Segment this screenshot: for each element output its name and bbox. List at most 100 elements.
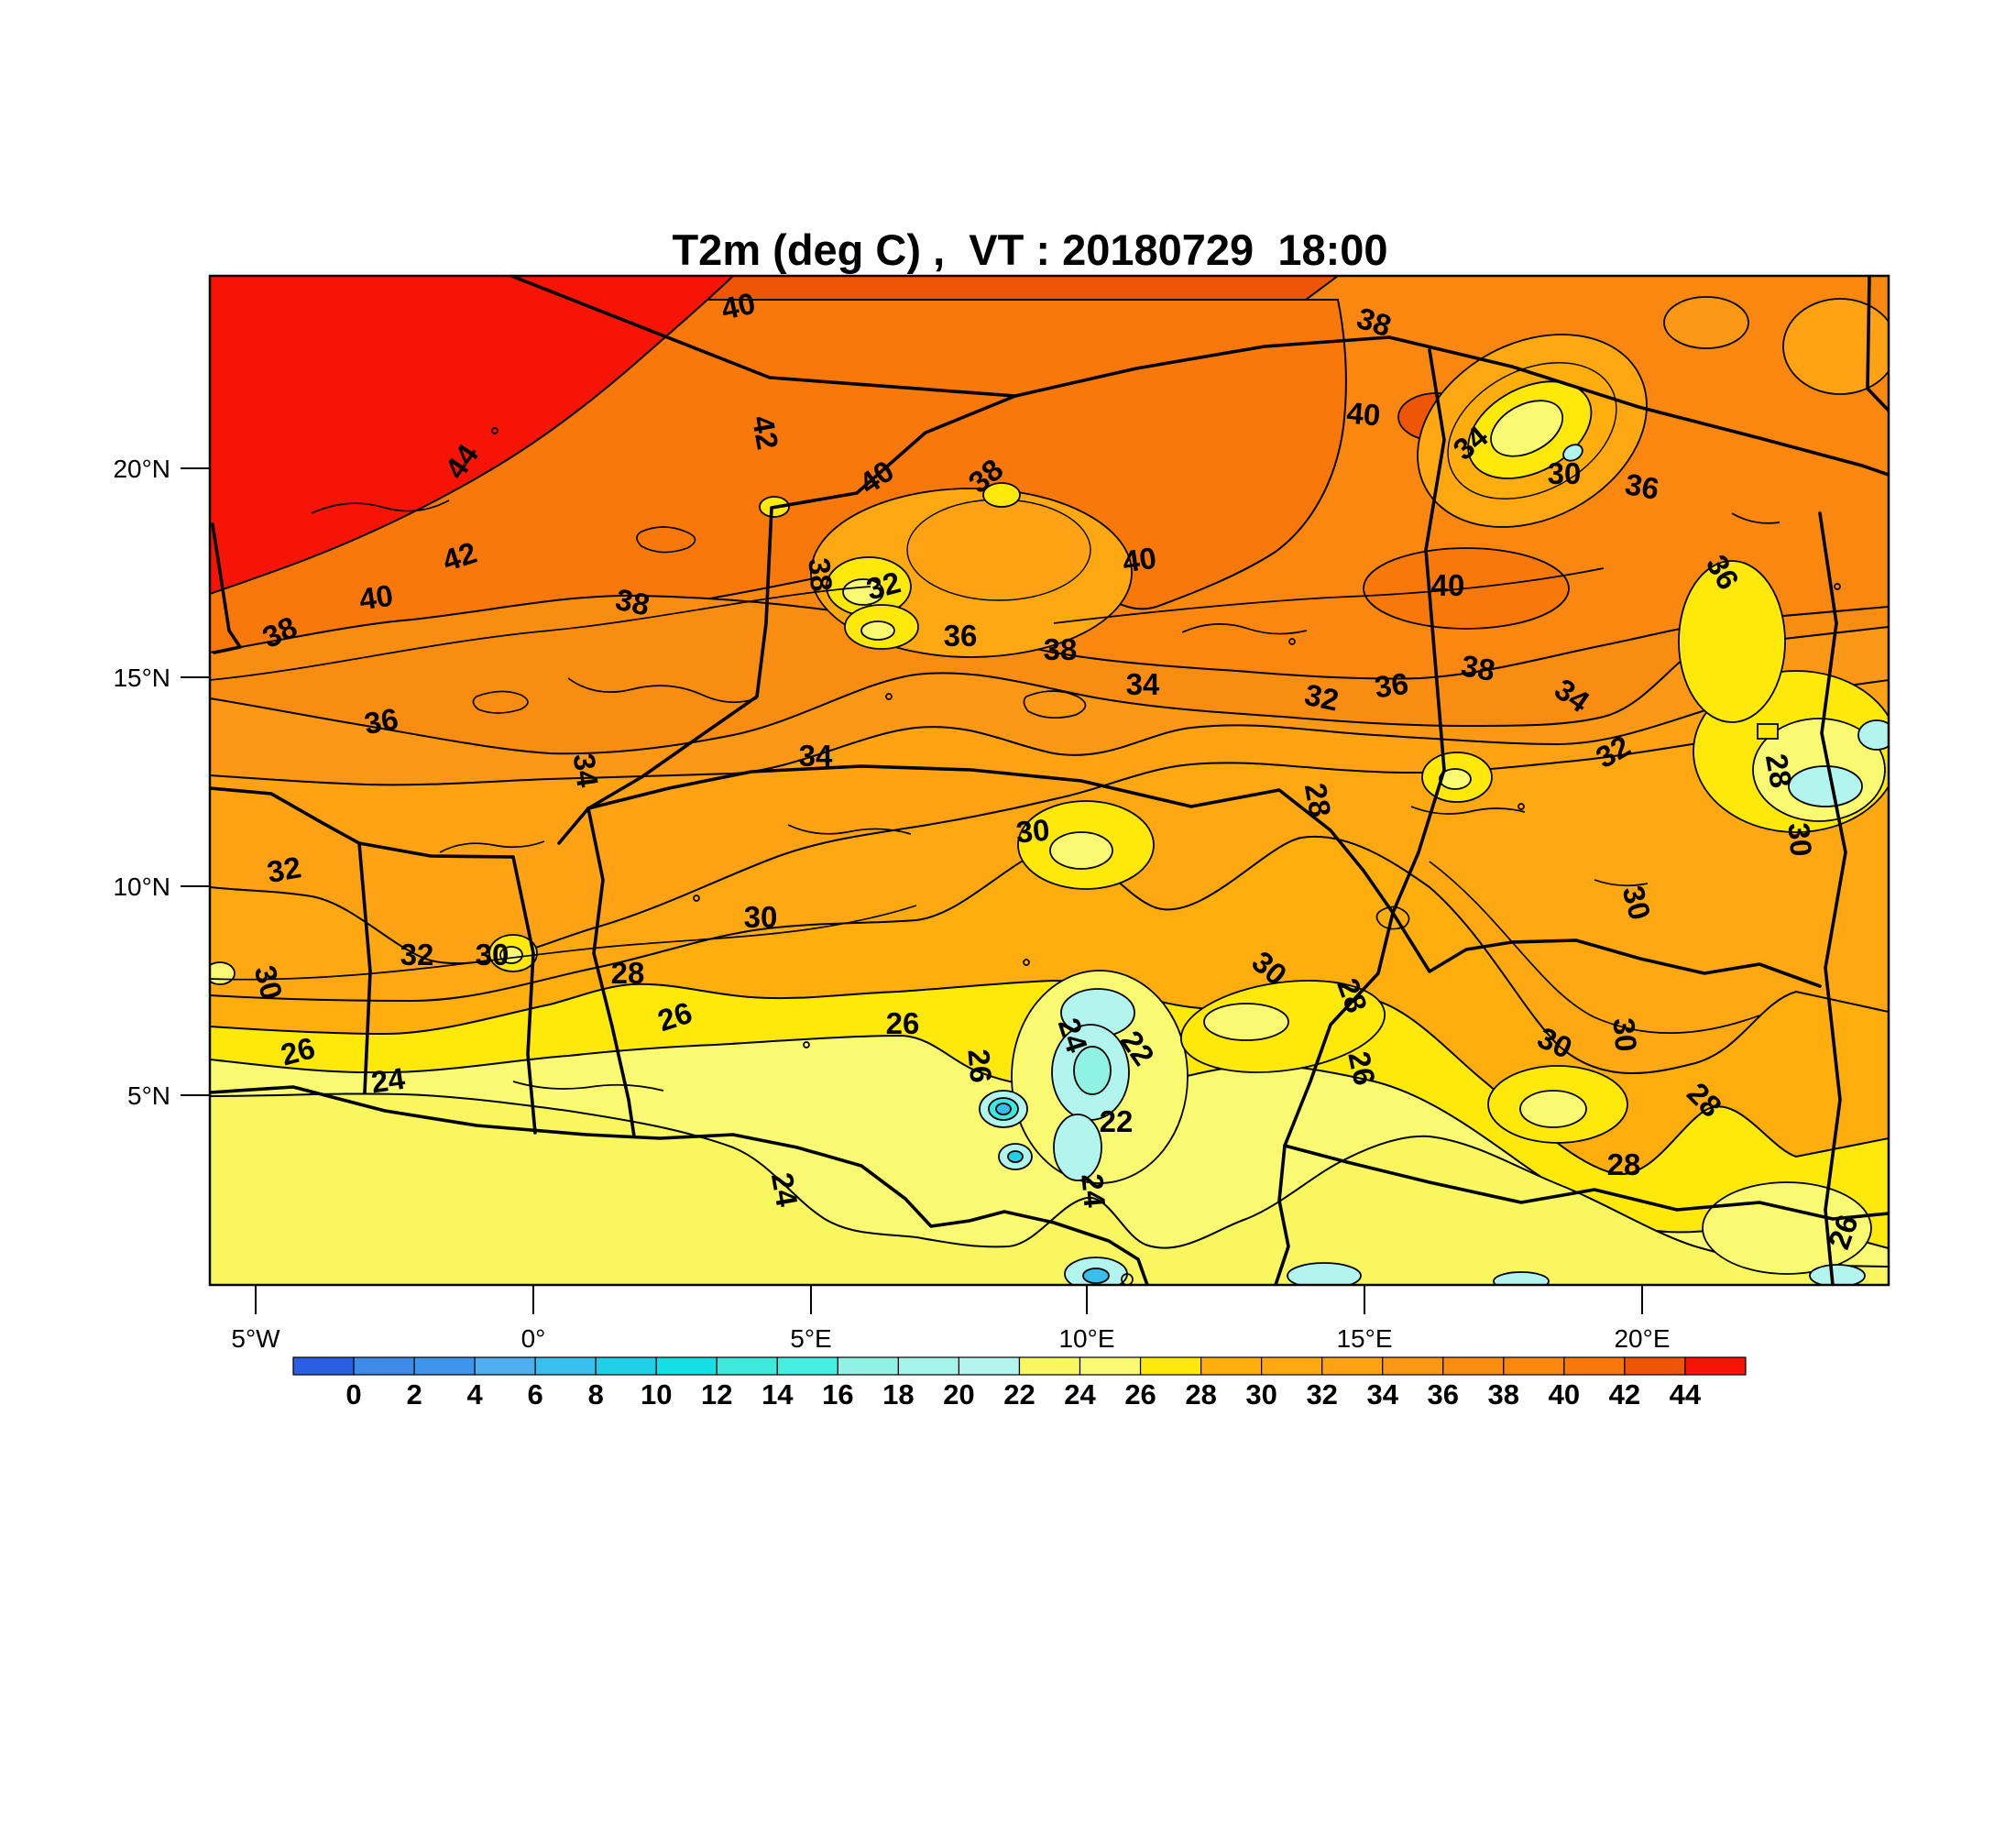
lon-tick-label: 0° [521,1324,546,1353]
border-nigeria-cameroon [1274,911,1395,1285]
contour-label: 38 [802,556,838,593]
colorbar-label: 38 [1488,1378,1519,1410]
colorbar-segment [776,1356,838,1376]
contour-label: 30 [1548,456,1582,490]
border-chad-car [1391,911,1822,988]
colorbar-label: 26 [1124,1378,1156,1410]
contour-label: 26 [961,1048,998,1084]
contour-label: 36 [1373,666,1411,705]
contour-label: 38 [613,582,653,622]
border-burkina-south [210,786,515,859]
border-libya-egypt [1866,276,1889,412]
colorbar-label: 18 [882,1378,914,1410]
coastline-gulf-of-guinea [210,1085,1149,1285]
map-frame [208,274,1890,1287]
colorbar-segment [1139,1356,1202,1376]
lon-tick-label: 10°E [1058,1324,1114,1353]
contour-label: 26 [1342,1048,1382,1089]
contour-label: 30 [1606,1016,1643,1053]
border-ghana-cotedivoire [357,841,372,1094]
colorbar-segment [534,1356,597,1376]
lat-tick-label: 15°N [113,664,170,692]
colorbar-segment [1079,1356,1142,1376]
colorbar-label: 8 [588,1378,604,1410]
contour-label: 28 [1607,1147,1641,1181]
contour-label: 40 [718,286,759,326]
contour-label: 24 [765,1170,805,1210]
contour-label: 42 [746,413,785,453]
border-chad-sudan [1818,511,1847,1285]
border-niger-nigeria [586,764,1395,915]
contour-label: 30 [744,900,778,934]
detail-contours [210,427,1841,1285]
contour-label: 38 [1044,632,1078,666]
border-benin-nigeria [586,807,636,1138]
lon-tick-label: 20°E [1614,1324,1670,1353]
latitude-axis: 20°N 15°N 10°N 5°N [113,455,210,1110]
lat-tick-label: 10°N [113,873,170,901]
colorbar-segment [716,1356,778,1376]
contour-label: 40 [1345,396,1382,433]
lon-tick-label: 15°E [1336,1324,1392,1353]
feature-air-massif [759,482,1133,658]
colorbar-label: 12 [701,1378,732,1410]
border-mauritania-mali [211,522,242,654]
colorbar-segment [1684,1356,1747,1376]
contour-label: 30 [1781,821,1818,858]
border-algeria-niger-mali [586,394,1017,810]
contour-label: 24 [1075,1172,1112,1209]
colorbar-label: 16 [822,1378,853,1410]
contour-label: 30 [1014,813,1051,850]
colorbar-segment [1018,1356,1081,1376]
contour-label: 32 [400,938,434,971]
contour-label: 22 [1100,1104,1134,1138]
contour-label: 26 [886,1006,920,1040]
colorbar-segment [1261,1356,1323,1376]
lat-tick-label: 5°N [127,1081,170,1110]
contour-label: 40 [357,578,396,617]
country-borders [210,276,1889,1285]
longitude-axis: 5°W 0° 5°E 10°E 15°E 20°E [231,1285,1671,1353]
contour-label: 36 [1623,466,1662,506]
colorbar-segment [292,1356,355,1376]
temperature-colorbar: 0 2 4 6 8 10 12 14 16 18 20 22 24 26 28 30 32 34 36 38 40 42 4… [292,1356,1747,1410]
border-car-south [1283,1144,1889,1221]
colorbar-label: 2 [406,1378,422,1410]
feature-tibesti [1417,334,1648,528]
colorbar-segment [1563,1356,1626,1376]
border-niger-chad [1391,348,1446,915]
contour-label: 38 [1459,648,1498,687]
colorbar-label: 34 [1366,1378,1398,1410]
contour-label: 28 [1759,752,1799,791]
feature-cameroon-highlands [979,970,1550,1285]
colorbar-segment [413,1356,476,1376]
feature-jos-plateau [1017,800,1155,890]
contour-label: 34 [1126,667,1160,701]
colorbar-label: 22 [1003,1378,1035,1410]
feature-east-chad-cool [1678,560,1889,833]
colorbar-label: 10 [641,1378,672,1410]
contour-label: 30 [476,938,509,971]
colorbar-label: 32 [1306,1378,1337,1410]
colorbar-label: 36 [1428,1378,1459,1410]
temp-band-22-24 [210,1092,1889,1285]
contour-label: 34 [567,752,606,790]
colorbar-segment [1321,1356,1384,1376]
colorbar-label: 28 [1185,1378,1216,1410]
colorbar-label: 14 [761,1378,794,1410]
colorbar-label: 6 [528,1378,543,1410]
temp-band-over-44 [210,276,735,596]
colorbar-segment [1200,1356,1263,1376]
border-niger-libya [1013,335,1889,477]
border-togo-benin [557,807,590,845]
lon-tick-label: 5°W [231,1324,280,1353]
contour-label: 34 [799,739,833,773]
colorbar-segment [353,1356,415,1376]
colorbar-segment [1382,1356,1444,1376]
border-ghana-togo [511,855,537,1135]
lon-tick-label: 5°E [790,1324,831,1353]
contour-label: 32 [265,850,304,889]
colorbar-label: 30 [1245,1378,1276,1410]
